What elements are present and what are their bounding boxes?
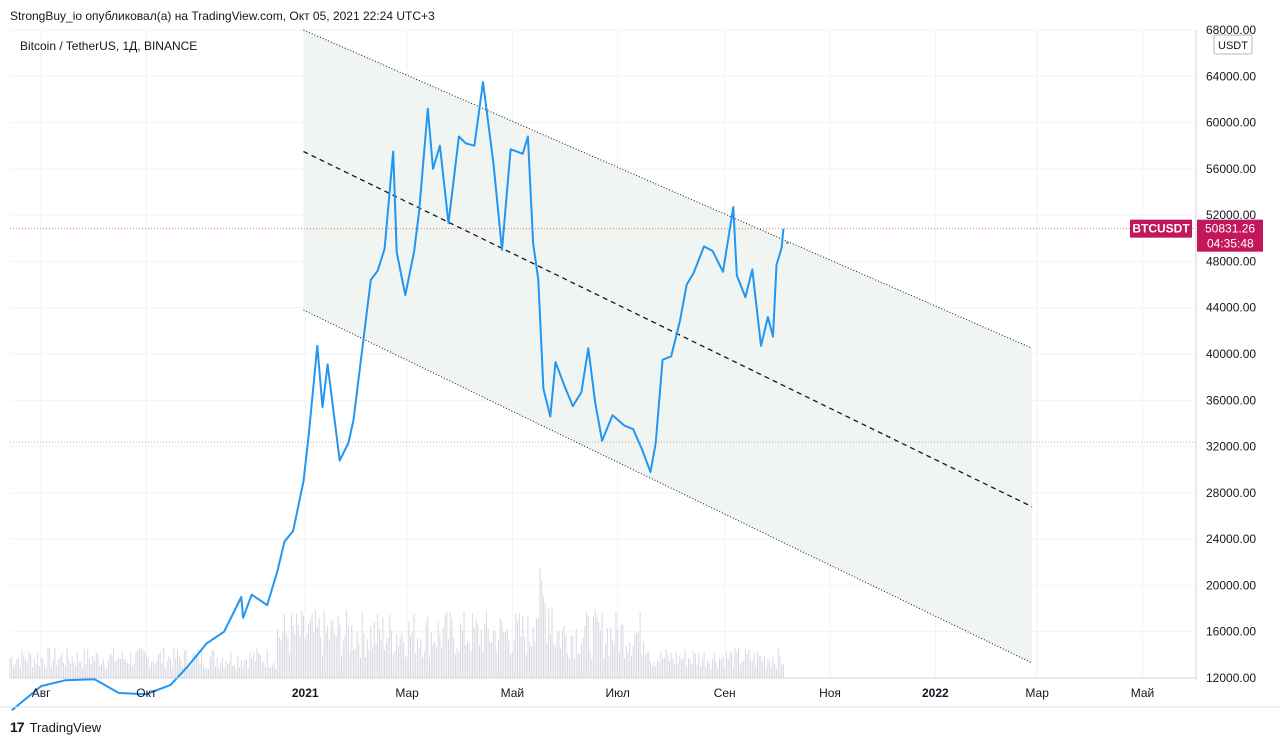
- last-point-marker: [785, 241, 789, 245]
- bar-countdown: 04:35:48: [1207, 237, 1254, 251]
- channel-fill: [303, 30, 1032, 663]
- currency-badge[interactable]: [1213, 34, 1253, 55]
- y-tick-label: 40000.00: [1206, 347, 1256, 361]
- x-tick-label: Авг: [32, 686, 51, 700]
- last-price-tag: [1197, 219, 1263, 252]
- y-tick-label: 68000.00: [1206, 23, 1256, 37]
- y-tick-label: 24000.00: [1206, 532, 1256, 546]
- x-tick-label: Сен: [714, 686, 736, 700]
- x-tick-label: Ноя: [819, 686, 841, 700]
- x-tick-label: Июл: [605, 686, 629, 700]
- y-tick-label: 64000.00: [1206, 69, 1256, 83]
- x-tick-label: Май: [501, 686, 525, 700]
- symbol-tag: [1130, 219, 1192, 238]
- x-tick-label: Окт: [136, 686, 157, 700]
- publish-info: StrongBuy_io опубликовал(а) на TradingVi…: [10, 9, 435, 23]
- price-line-series[interactable]: [11, 81, 785, 712]
- channel-middle-line[interactable]: [303, 150, 1033, 508]
- tradingview-brand-label: TradingView: [29, 719, 102, 735]
- y-tick-label: 44000.00: [1206, 301, 1256, 315]
- last-price-value: 50831.26: [1205, 222, 1255, 236]
- symbol-tag-label: BTCUSDT: [1132, 222, 1190, 236]
- channel-upper-line[interactable]: [303, 29, 1033, 349]
- x-tick-label: 2022: [922, 686, 949, 700]
- y-tick-label: 28000.00: [1206, 486, 1256, 500]
- y-tick-label: 36000.00: [1206, 393, 1256, 407]
- y-tick-label: 60000.00: [1206, 116, 1256, 130]
- x-tick-label: 2021: [292, 686, 319, 700]
- y-tick-label: 52000.00: [1206, 208, 1256, 222]
- y-tick-label: 48000.00: [1206, 254, 1256, 268]
- tradingview-footer[interactable]: 17 TradingView: [10, 718, 101, 736]
- x-tick-label: Мар: [395, 686, 419, 700]
- y-tick-label: 32000.00: [1206, 440, 1256, 454]
- y-tick-label: 20000.00: [1206, 578, 1256, 592]
- currency-badge-label: USDT: [1218, 40, 1248, 52]
- symbol-title: Bitcoin / TetherUS, 1Д, BINANCE: [20, 39, 197, 53]
- y-tick-label: 12000.00: [1206, 671, 1256, 685]
- y-tick-label: 56000.00: [1206, 162, 1256, 176]
- tradingview-logo-icon: 17: [10, 719, 25, 735]
- y-tick-label: 16000.00: [1206, 625, 1256, 639]
- x-tick-label: Май: [1131, 686, 1155, 700]
- x-tick-label: Мар: [1025, 686, 1049, 700]
